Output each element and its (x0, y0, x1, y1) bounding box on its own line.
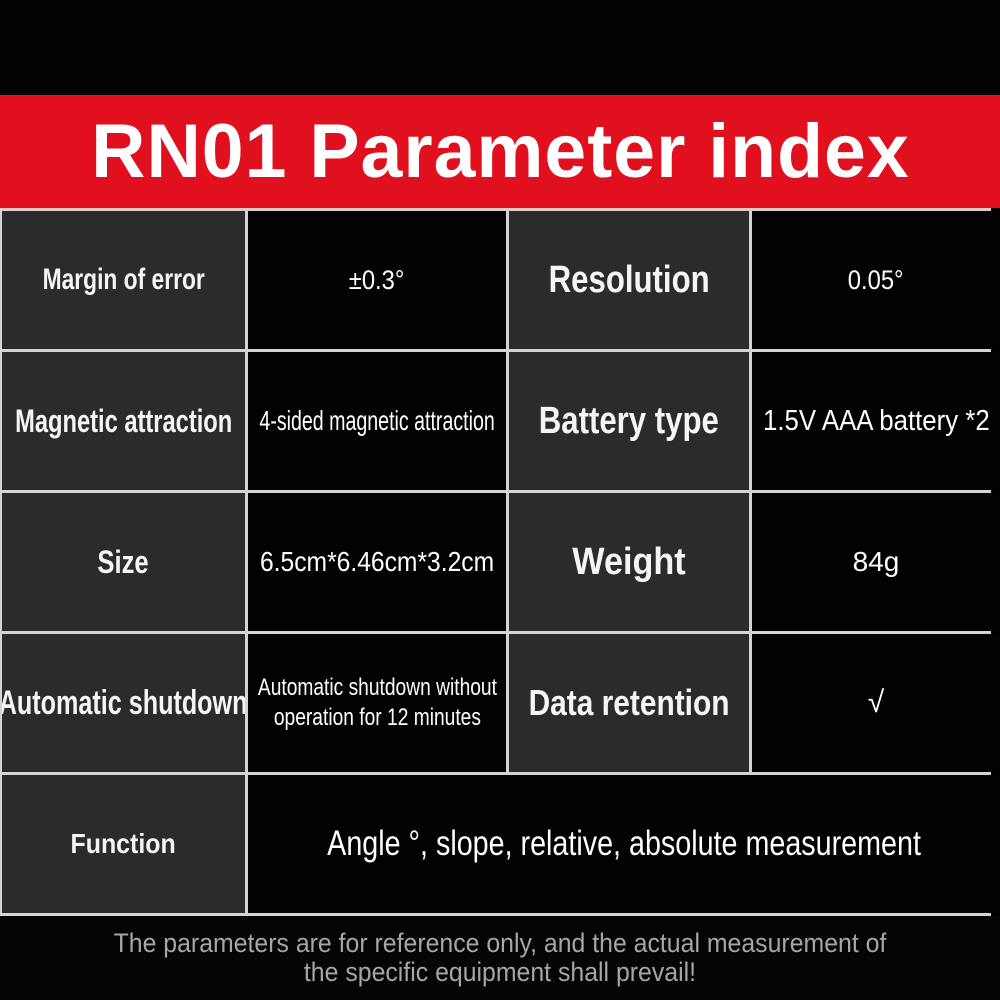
disclaimer-line2: the specific equipment shall prevail! (303, 957, 697, 987)
title-banner: RN01 Parameter index (0, 95, 1000, 208)
value-size-text: 6.5cm*6.46cm*3.2cm (259, 546, 495, 577)
value-automatic-shutdown-line1: Automatic shutdown without (257, 674, 497, 701)
value-automatic-shutdown-text: Automatic shutdown without operation for… (257, 673, 496, 733)
label-magnetic-attraction: Magnetic attraction (2, 352, 245, 490)
value-resolution-text: 0.05° (848, 264, 904, 295)
label-function-text: Function (70, 828, 177, 859)
label-size: Size (2, 493, 245, 631)
value-magnetic-attraction: 4-sided magnetic attraction (248, 352, 506, 490)
value-magnetic-attraction-text: 4-sided magnetic attraction (259, 405, 495, 436)
value-weight-text: 84g (852, 546, 900, 577)
spec-table: Margin of error ±0.3° Resolution 0.05° M… (0, 208, 1000, 916)
value-battery-type-text: 1.5V AAA battery *2 (762, 404, 990, 437)
label-margin-of-error: Margin of error (2, 211, 245, 349)
value-size: 6.5cm*6.46cm*3.2cm (248, 493, 506, 631)
label-function: Function (2, 775, 245, 913)
label-size-text: Size (97, 543, 150, 580)
label-battery-type: Battery type (509, 352, 749, 490)
value-automatic-shutdown: Automatic shutdown without operation for… (248, 634, 506, 772)
disclaimer-line1: The parameters are for reference only, a… (113, 928, 887, 958)
label-data-retention-text: Data retention (528, 682, 730, 723)
value-battery-type: 1.5V AAA battery *2 (752, 352, 1000, 490)
label-automatic-shutdown-text: Automatic shutdown (2, 683, 245, 722)
label-magnetic-attraction-text: Magnetic attraction (14, 402, 233, 439)
label-resolution: Resolution (509, 211, 749, 349)
value-function: Angle °, slope, relative, absolute measu… (248, 775, 1000, 913)
top-black-area (0, 0, 1000, 95)
value-automatic-shutdown-line2: operation for 12 minutes (273, 704, 481, 731)
label-data-retention: Data retention (509, 634, 749, 772)
label-automatic-shutdown: Automatic shutdown (2, 634, 245, 772)
label-weight: Weight (509, 493, 749, 631)
check-mark: √ (867, 686, 885, 719)
disclaimer-footer: The parameters are for reference only, a… (0, 916, 1000, 1000)
label-resolution-text: Resolution (548, 258, 710, 301)
value-data-retention: √ (752, 634, 1000, 772)
value-function-text: Angle °, slope, relative, absolute measu… (327, 824, 921, 863)
label-battery-type-text: Battery type (538, 399, 720, 442)
value-margin-of-error-text: ±0.3° (349, 264, 405, 295)
label-margin-of-error-text: Margin of error (42, 263, 205, 296)
value-weight: 84g (752, 493, 1000, 631)
value-resolution: 0.05° (752, 211, 1000, 349)
label-weight-text: Weight (572, 540, 686, 583)
page-title: RN01 Parameter index (90, 109, 910, 194)
value-margin-of-error: ±0.3° (248, 211, 506, 349)
disclaimer-text: The parameters are for reference only, a… (114, 929, 887, 987)
